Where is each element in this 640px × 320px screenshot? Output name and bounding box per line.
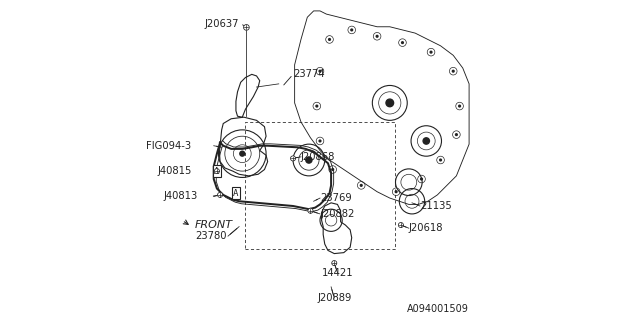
Circle shape: [239, 150, 246, 157]
Circle shape: [420, 178, 423, 180]
Circle shape: [244, 25, 249, 30]
Text: A: A: [214, 167, 220, 176]
Circle shape: [214, 169, 220, 174]
Circle shape: [455, 133, 458, 136]
Circle shape: [386, 99, 394, 107]
Circle shape: [291, 156, 296, 161]
Circle shape: [308, 208, 313, 213]
Circle shape: [319, 69, 321, 73]
Circle shape: [439, 158, 442, 162]
Circle shape: [394, 190, 397, 193]
Circle shape: [328, 38, 331, 41]
Text: J20882: J20882: [320, 209, 355, 219]
Circle shape: [398, 222, 403, 228]
Circle shape: [360, 184, 363, 187]
Text: FRONT: FRONT: [195, 220, 233, 230]
Text: J40815: J40815: [157, 166, 191, 176]
Circle shape: [452, 69, 455, 73]
Circle shape: [319, 140, 321, 142]
Circle shape: [218, 192, 223, 197]
Text: 23769: 23769: [320, 193, 352, 203]
Circle shape: [401, 41, 404, 44]
Circle shape: [376, 35, 379, 38]
Text: J20889: J20889: [317, 293, 351, 303]
Text: A094001509: A094001509: [407, 304, 469, 314]
Text: J40813: J40813: [164, 191, 198, 202]
Text: FIG094-3: FIG094-3: [147, 141, 191, 151]
Circle shape: [332, 260, 337, 266]
Text: A: A: [233, 189, 239, 198]
Circle shape: [316, 105, 319, 108]
Circle shape: [331, 168, 334, 171]
Text: 21135: 21135: [420, 201, 452, 211]
Circle shape: [423, 138, 429, 144]
Text: J20868: J20868: [301, 152, 335, 162]
Text: 23774: 23774: [293, 69, 324, 79]
Text: J20618: J20618: [409, 223, 444, 233]
Text: J20637: J20637: [205, 19, 239, 28]
Text: 14421: 14421: [322, 268, 353, 278]
Text: 23780: 23780: [195, 231, 227, 241]
Circle shape: [458, 105, 461, 108]
Circle shape: [429, 51, 433, 54]
Circle shape: [350, 28, 353, 32]
Circle shape: [305, 156, 313, 164]
